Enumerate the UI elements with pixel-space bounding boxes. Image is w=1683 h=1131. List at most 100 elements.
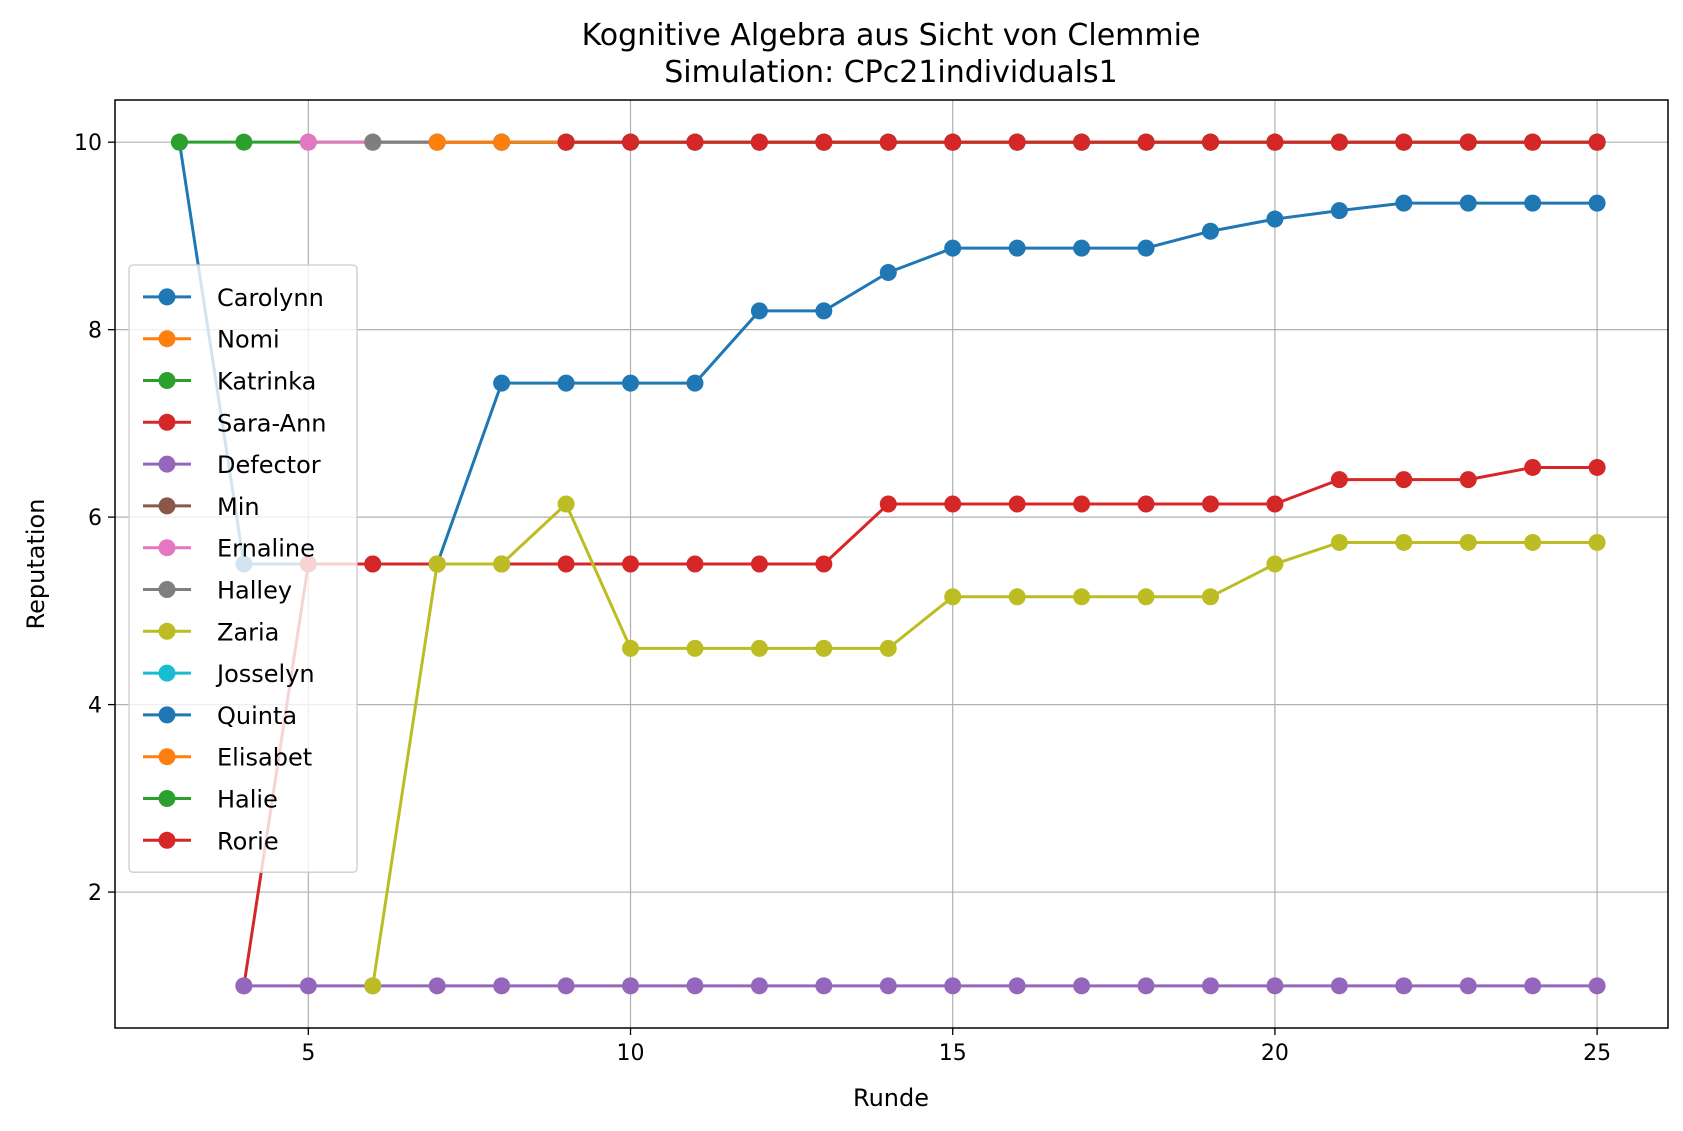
data-point xyxy=(1266,555,1284,573)
data-point xyxy=(622,977,640,995)
legend-label: Halie xyxy=(217,786,278,814)
series-line xyxy=(371,502,1598,987)
data-point xyxy=(1266,210,1284,228)
data-point xyxy=(750,977,768,995)
legend-marker xyxy=(158,288,176,306)
data-point xyxy=(1524,194,1542,212)
data-point xyxy=(1330,471,1348,489)
legend-marker xyxy=(158,748,176,766)
data-point xyxy=(1201,588,1219,606)
data-point xyxy=(1459,471,1477,489)
data-point xyxy=(1330,977,1348,995)
data-point xyxy=(879,639,897,657)
data-point xyxy=(428,977,446,995)
data-point xyxy=(364,133,382,151)
y-axis-label: Reputation xyxy=(22,499,50,630)
plot-frame xyxy=(114,99,1669,1029)
legend-item: Quinta xyxy=(143,702,297,730)
x-tick-label: 10 xyxy=(617,1041,645,1066)
legend-item: Katrinka xyxy=(143,368,316,396)
data-point xyxy=(622,374,640,392)
x-tick-label: 20 xyxy=(1261,1041,1289,1066)
series-group xyxy=(170,133,1606,995)
data-point xyxy=(1330,202,1348,220)
data-point xyxy=(170,133,188,151)
data-point xyxy=(1137,588,1155,606)
data-point xyxy=(1201,133,1219,151)
data-point xyxy=(1524,977,1542,995)
x-tick-label: 5 xyxy=(301,1041,315,1066)
legend-marker xyxy=(158,581,176,598)
series-zaria xyxy=(364,495,1606,995)
data-point xyxy=(1073,133,1091,151)
data-point xyxy=(944,495,962,513)
legend-label: Katrinka xyxy=(217,368,316,396)
data-point xyxy=(879,263,897,281)
data-point xyxy=(1459,977,1477,995)
data-point xyxy=(622,639,640,657)
legend-label: Carolynn xyxy=(217,284,324,312)
legend-marker xyxy=(158,372,176,389)
data-point xyxy=(1073,977,1091,995)
data-point xyxy=(944,588,962,606)
data-point xyxy=(557,495,575,513)
data-point xyxy=(815,555,833,573)
data-point xyxy=(1073,588,1091,606)
data-point xyxy=(750,555,768,573)
legend-label: Sara-Ann xyxy=(217,409,327,437)
series-defector xyxy=(235,977,1606,995)
legend-item: Zaria xyxy=(143,618,279,646)
legend-item: Elisabet xyxy=(143,744,312,772)
data-point xyxy=(428,133,446,151)
legend: Carolynn Nomi Katrinka Sara-Ann Defector Min E… xyxy=(128,264,358,873)
axis-ticks: 5 10 15 20 25 2 4 6 8 10 xyxy=(74,131,1611,1066)
data-point xyxy=(1266,133,1284,151)
data-point xyxy=(1008,495,1026,513)
data-point xyxy=(815,977,833,995)
legend-item: Defector xyxy=(143,451,321,479)
data-point xyxy=(1524,133,1542,151)
legend-label: Josselyn xyxy=(215,660,315,688)
y-tick-label: 6 xyxy=(88,506,102,531)
legend-item: Josselyn xyxy=(143,660,315,688)
data-point xyxy=(1008,588,1026,606)
data-point xyxy=(1266,495,1284,513)
legend-item: Sara-Ann xyxy=(143,409,327,437)
series-rorie xyxy=(557,133,1606,151)
legend-marker xyxy=(158,497,176,515)
data-point xyxy=(1588,458,1606,476)
legend-marker xyxy=(158,622,176,640)
legend-marker xyxy=(158,664,176,682)
data-point xyxy=(815,302,833,320)
data-point xyxy=(364,555,382,573)
data-point xyxy=(944,977,962,995)
x-axis-label: Runde xyxy=(853,1084,929,1112)
legend-marker xyxy=(158,790,176,807)
data-point xyxy=(815,133,833,151)
legend-item: Min xyxy=(143,493,260,521)
data-point xyxy=(1395,533,1413,551)
data-point xyxy=(1395,133,1413,151)
data-point xyxy=(493,374,511,392)
chart-title: Kognitive Algebra aus Sicht von Clemmie xyxy=(582,18,1201,53)
legend-item: Carolynn xyxy=(143,284,324,312)
legend-item: Halie xyxy=(143,786,278,814)
legend-item: Ernaline xyxy=(143,535,315,563)
data-point xyxy=(1459,533,1477,551)
data-point xyxy=(1395,194,1413,212)
data-point xyxy=(1008,133,1026,151)
data-point xyxy=(364,977,382,995)
data-point xyxy=(1459,133,1477,151)
data-point xyxy=(1524,458,1542,476)
data-point xyxy=(1008,239,1026,257)
data-point xyxy=(944,133,962,151)
data-point xyxy=(299,977,317,995)
data-point xyxy=(686,639,704,657)
legend-marker xyxy=(158,455,176,473)
data-point xyxy=(944,239,962,257)
legend-label: Quinta xyxy=(217,702,297,730)
data-point xyxy=(1588,533,1606,551)
x-tick-label: 25 xyxy=(1583,1041,1611,1066)
data-point xyxy=(1137,239,1155,257)
data-point xyxy=(1201,495,1219,513)
